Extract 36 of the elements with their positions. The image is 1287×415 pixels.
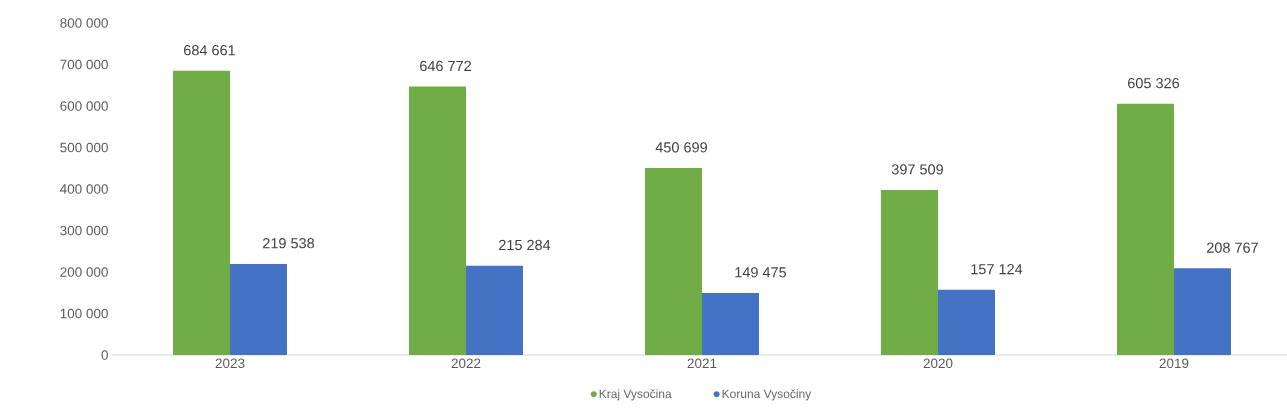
data-label: 684 661 (184, 45, 235, 56)
bar (465, 265, 523, 355)
data-label: 646 772 (420, 60, 471, 72)
y-tick-label: 100 000 (60, 308, 108, 319)
x-tick-label: 2020 (923, 358, 953, 369)
data-label: 215 284 (499, 239, 551, 251)
x-tick-label: 2019 (1159, 358, 1189, 369)
bar (173, 70, 230, 355)
bar (880, 190, 938, 355)
data-label: 157 124 (971, 264, 1023, 275)
bar (408, 86, 466, 355)
y-tick-label: 0 (101, 350, 108, 360)
bar (644, 167, 702, 355)
y-tick-label: 300 000 (60, 225, 108, 236)
y-tick-label: 500 000 (60, 142, 108, 153)
data-label: 450 699 (655, 142, 707, 153)
y-tick-label: 600 000 (60, 101, 108, 111)
legend-label: Koruna Vysočiny (722, 389, 812, 401)
bar (937, 289, 995, 355)
y-tick-label: 200 000 (60, 267, 108, 277)
bar (230, 263, 287, 355)
y-tick-label: 800 000 (60, 18, 108, 28)
legend-label: Kraj Vysočina (599, 389, 672, 401)
y-tick-label: 700 000 (60, 59, 108, 70)
bar (1116, 103, 1174, 355)
x-tick-label: 2022 (451, 358, 481, 369)
data-label: 219 538 (263, 238, 315, 249)
data-label: 208 767 (1207, 242, 1258, 253)
data-label: 605 326 (1128, 78, 1180, 89)
data-label: 397 509 (891, 164, 943, 175)
y-tick-label: 400 000 (59, 184, 108, 194)
x-tick-label: 2021 (687, 358, 717, 369)
data-label: 149 475 (735, 267, 787, 278)
x-tick-label: 2023 (215, 358, 245, 369)
bar (701, 292, 759, 355)
bar (1173, 268, 1231, 355)
